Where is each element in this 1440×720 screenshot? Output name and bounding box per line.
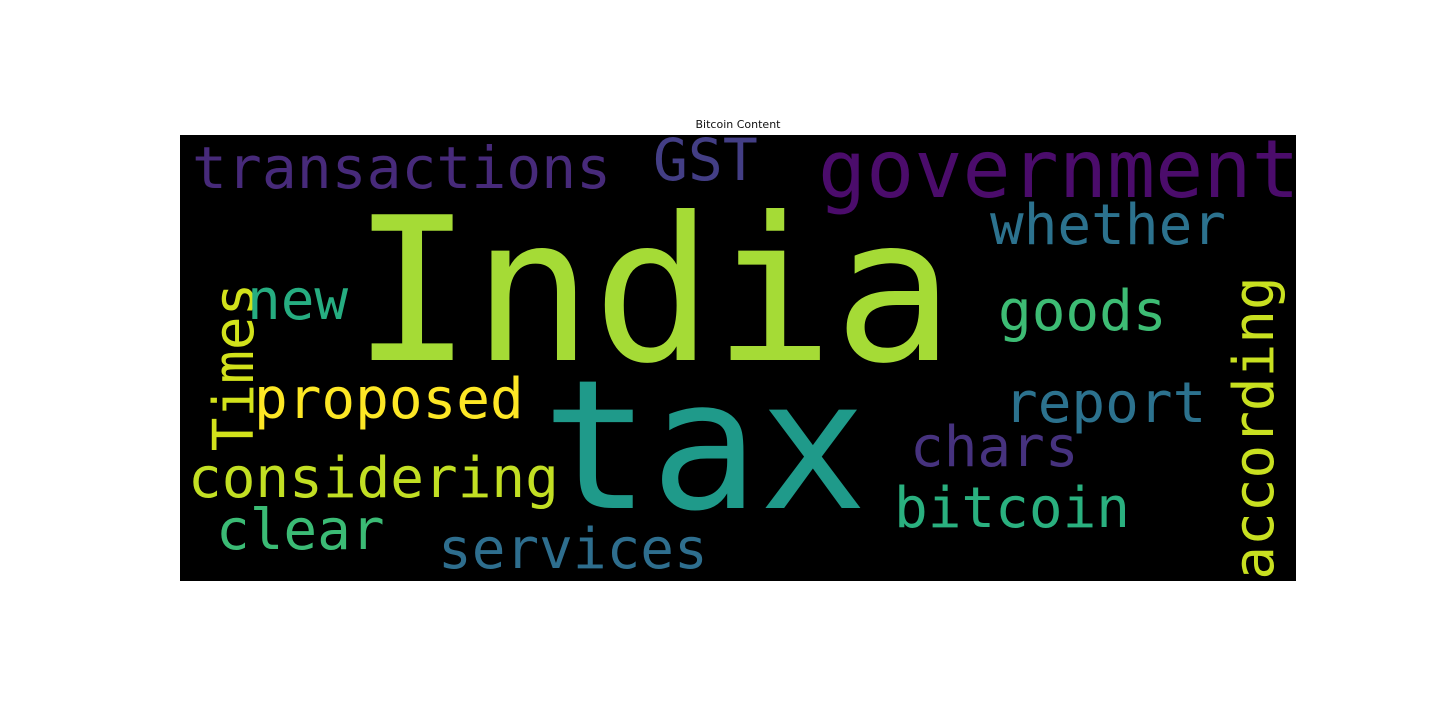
word-goods: goods [998,279,1167,344]
word-india: India [352,175,954,408]
word-services: services [438,517,708,581]
word-new: new [247,268,348,333]
word-transactions: transactions [192,135,611,202]
word-considering: considering [188,446,559,511]
word-cloud-panel: India tax government transactions GST whether… [180,135,1296,581]
word-bitcoin: bitcoin [894,476,1130,541]
word-times: Times [202,283,267,452]
word-proposed: proposed [254,367,524,432]
chart-title: Bitcoin Content [695,118,781,131]
word-according: according [1222,276,1287,579]
word-clear: clear [216,498,385,563]
word-tax: tax [542,342,867,551]
word-government: government [818,135,1296,216]
word-report: report [1004,371,1206,436]
word-gst: GST [653,135,758,194]
word-whether: whether [990,193,1226,258]
word-chars: chars [910,415,1079,480]
